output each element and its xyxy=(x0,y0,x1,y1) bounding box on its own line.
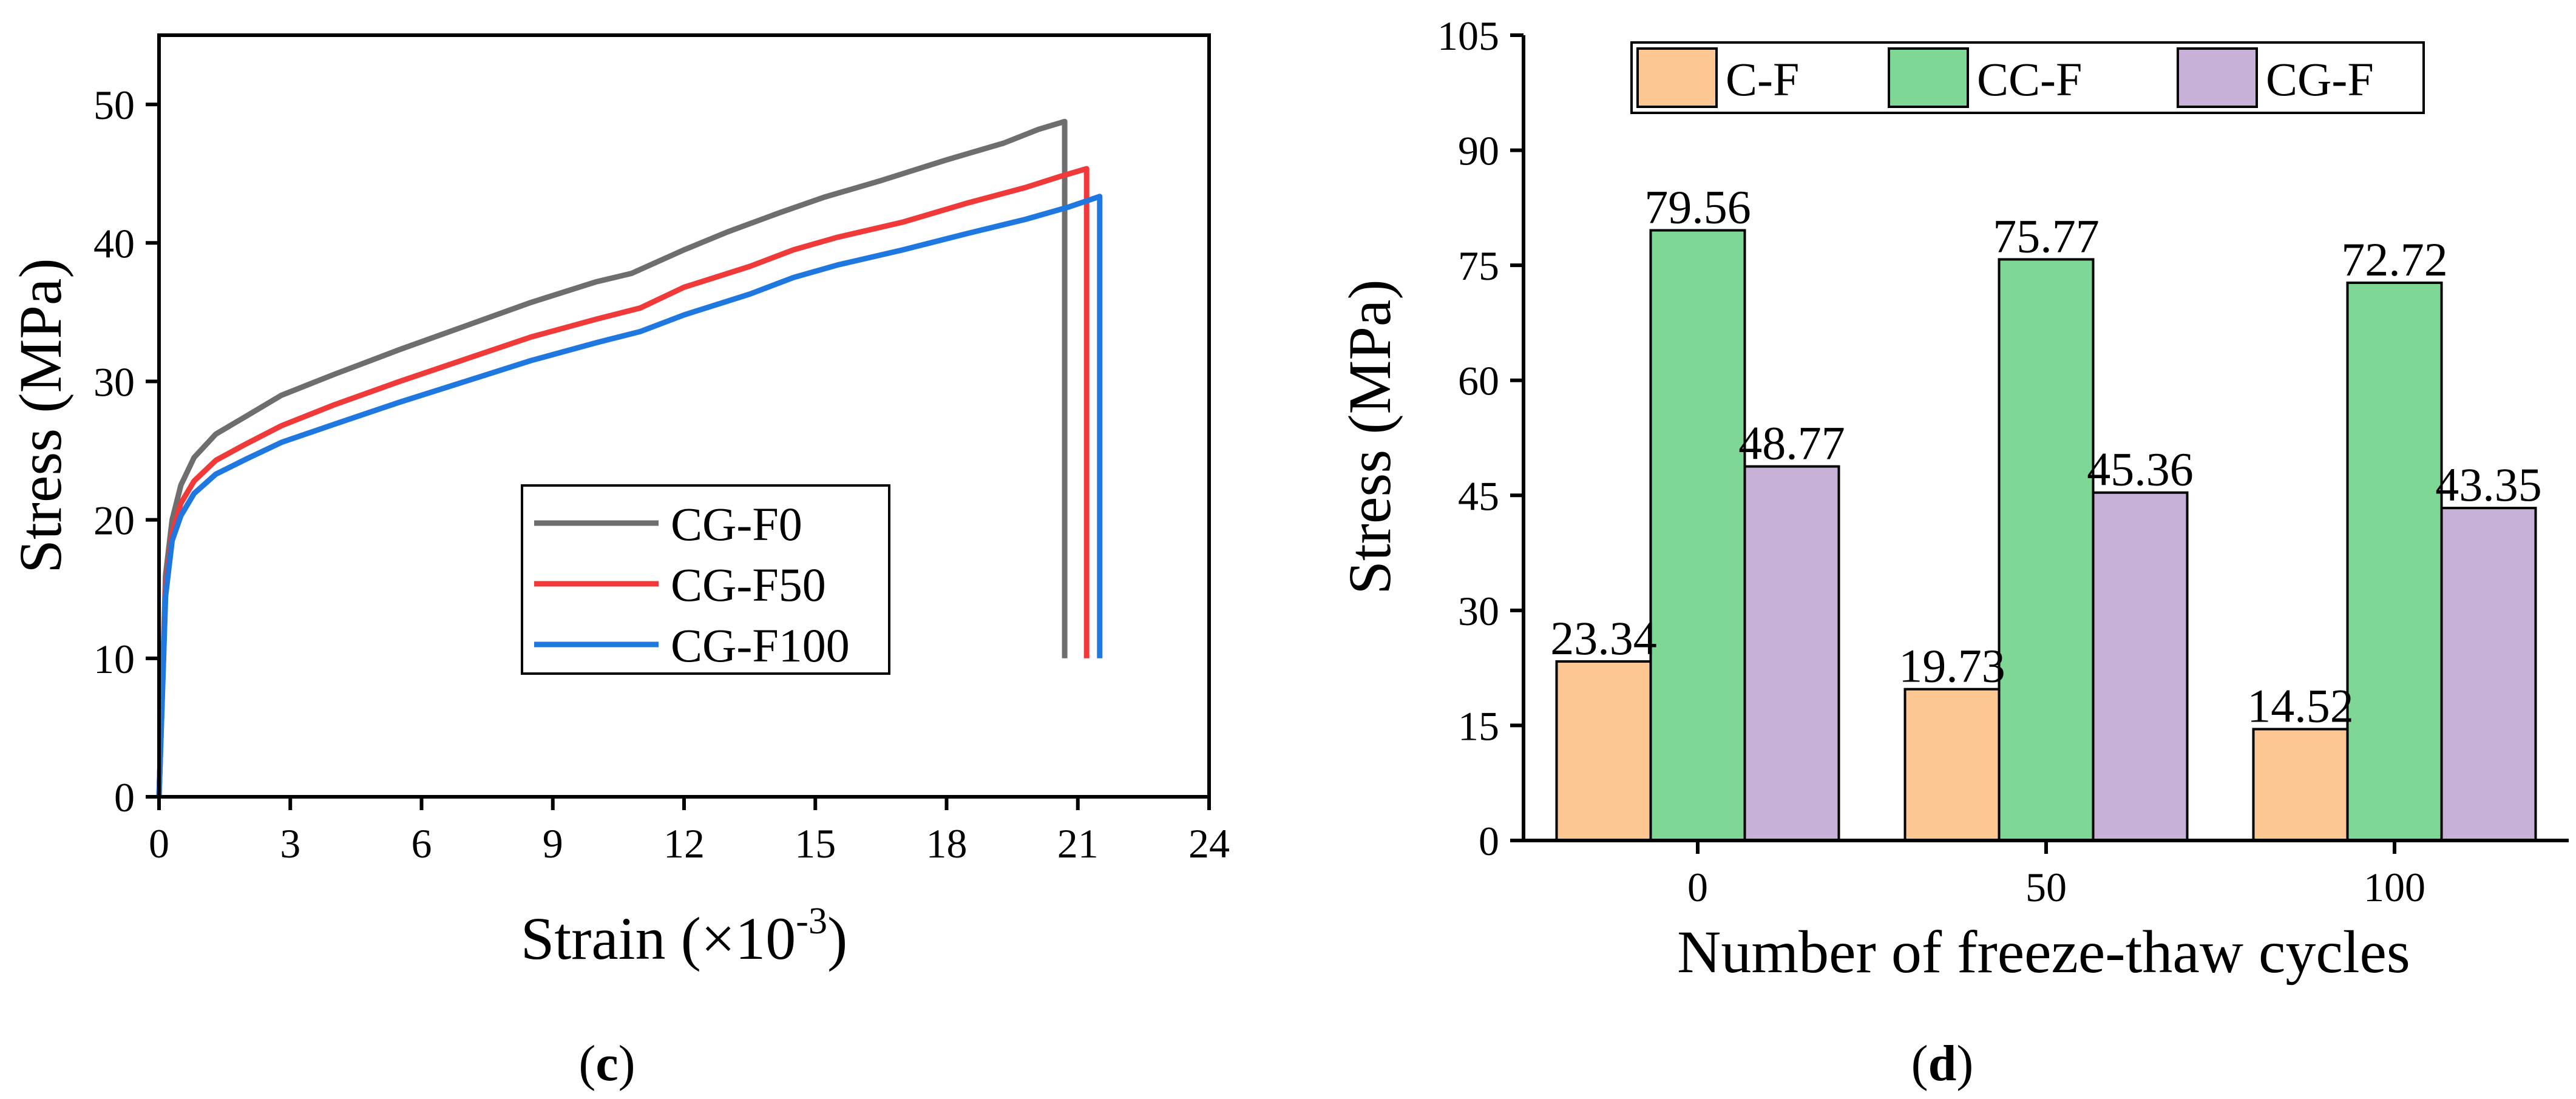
y-tick-label: 10 xyxy=(93,636,135,682)
bar-c-f-0 xyxy=(1555,660,1652,842)
line-series-cg-f0 xyxy=(156,118,1068,797)
y-tick-label: 60 xyxy=(1458,358,1499,404)
y-axis-title: Stress (MPa) xyxy=(7,258,74,573)
bar-value-label: 14.52 xyxy=(2247,679,2354,732)
legend-label-cg-f100: CG-F100 xyxy=(671,619,850,672)
legend-label-cg-f: CG-F xyxy=(2266,53,2374,106)
bar-value-label: 75.77 xyxy=(1993,209,2100,262)
y-tick-label: 0 xyxy=(1479,818,1499,864)
x-tick-label: 18 xyxy=(926,820,968,867)
y-tick-label: 105 xyxy=(1437,13,1499,59)
bar-value-label: 72.72 xyxy=(2341,233,2448,286)
legend-label-cc-f: CC-F xyxy=(1977,53,2082,106)
bar-cg-f-50 xyxy=(2092,491,2189,842)
bar-value-label: 45.36 xyxy=(2087,443,2194,496)
x-tick-label: 3 xyxy=(280,820,300,867)
bar-value-label: 48.77 xyxy=(1738,417,1845,470)
x-tick-label: 24 xyxy=(1188,820,1230,867)
y-tick-label: 50 xyxy=(93,82,135,128)
y-tick-label: 30 xyxy=(1458,588,1499,634)
y-axis-ticks: 0 10 20 30 40 50 xyxy=(93,82,159,820)
y-axis-title: Stress (MPa) xyxy=(1336,279,1403,594)
legend-label-cg-f50: CG-F50 xyxy=(671,558,826,611)
legend-swatch-cg-f xyxy=(2177,47,2258,108)
panel-label-d: (d) xyxy=(1911,1035,1974,1092)
x-tick-label: 0 xyxy=(1687,864,1708,910)
stress-strain-chart: 0 3 6 9 12 15 18 21 24 0 10 20 30 40 50 CG-F0 CG-F50 … xyxy=(7,33,1230,1092)
x-axis-ticks: 0 50 100 xyxy=(1687,840,2425,910)
x-axis-ticks: 0 3 6 9 12 15 18 21 24 xyxy=(149,797,1230,867)
bar-c-f-100 xyxy=(2252,728,2349,842)
line-series-cg-f100 xyxy=(156,194,1103,797)
line-series-group xyxy=(156,118,1103,797)
legend: C-F CC-F CG-F xyxy=(1630,41,2425,114)
legend-label-cg-f0: CG-F0 xyxy=(671,498,802,550)
x-tick-label: 100 xyxy=(2364,864,2425,910)
x-axis-title: Number of freeze-thaw cycles xyxy=(1677,918,2410,986)
bar-value-label: 43.35 xyxy=(2435,458,2542,511)
legend: CG-F0 CG-F50 CG-F100 xyxy=(521,484,890,675)
x-tick-label: 0 xyxy=(149,820,169,867)
bar-cc-f-50 xyxy=(1998,258,2095,842)
legend-label-c-f: C-F xyxy=(1726,53,1799,106)
x-tick-label: 21 xyxy=(1057,820,1099,867)
bar-value-label: 19.73 xyxy=(1899,640,2005,692)
y-tick-label: 20 xyxy=(93,498,135,544)
freeze-thaw-bar-chart: 23.34 79.56 48.77 19.73 75.77 45.36 14.52 72.72… xyxy=(1336,13,2569,1092)
bar-cc-f-0 xyxy=(1649,229,1746,842)
bar-cg-f-0 xyxy=(1743,465,1840,842)
y-tick-label: 75 xyxy=(1458,243,1499,289)
line-series-cg-f50 xyxy=(156,166,1090,797)
bar-cc-f-100 xyxy=(2346,281,2443,842)
x-tick-label: 9 xyxy=(543,820,563,867)
bar-cg-f-100 xyxy=(2440,507,2537,842)
x-tick-label: 15 xyxy=(795,820,836,867)
y-tick-label: 40 xyxy=(93,220,135,266)
x-tick-label: 50 xyxy=(2025,864,2067,910)
x-tick-label: 6 xyxy=(412,820,432,867)
y-tick-label: 0 xyxy=(114,774,135,820)
legend-box xyxy=(1630,41,2425,114)
y-tick-label: 45 xyxy=(1458,473,1499,519)
bar-c-f-50 xyxy=(1903,688,2001,842)
x-axis-title: Strain (×10-3) xyxy=(521,901,848,972)
y-axis-ticks: 0 15 30 45 60 75 90 105 xyxy=(1437,13,1524,864)
y-tick-label: 30 xyxy=(93,359,135,405)
legend-swatch-c-f xyxy=(1636,47,1718,108)
plot-frame xyxy=(157,33,1211,799)
bar-value-label: 23.34 xyxy=(1550,612,1657,664)
legend-swatch-cc-f xyxy=(1888,47,1969,108)
x-tick-label: 12 xyxy=(663,820,705,867)
y-tick-label: 15 xyxy=(1458,703,1499,749)
panel-label-c: (c) xyxy=(578,1035,635,1092)
bar-value-label: 79.56 xyxy=(1644,181,1751,234)
y-tick-label: 90 xyxy=(1458,128,1499,174)
bar-value-labels: 23.34 79.56 48.77 19.73 75.77 45.36 14.52 72.72… xyxy=(1550,181,2542,732)
bar-group xyxy=(1555,229,2537,842)
